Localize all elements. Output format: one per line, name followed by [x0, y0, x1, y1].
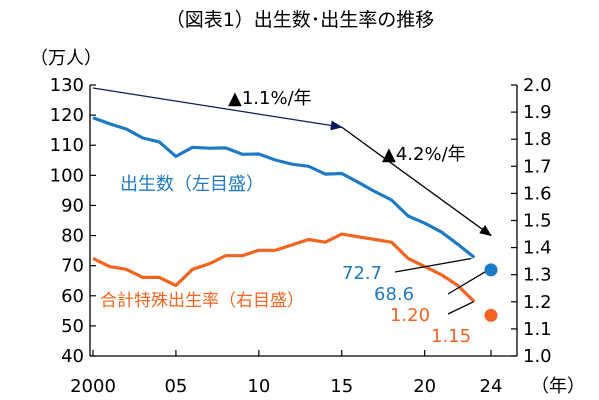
- x-tick-label: 05: [164, 376, 187, 397]
- x-tick-label: 24: [480, 376, 503, 397]
- left-tick-label: 50: [61, 316, 84, 337]
- right-tick-label: 1.4: [523, 238, 552, 259]
- left-tick-label: 120: [50, 105, 84, 126]
- x-tick-label: 15: [330, 376, 353, 397]
- left-axis-unit-label: （万人）: [30, 48, 102, 69]
- chart-title: （図表1）出生数･出生率の推移: [166, 9, 435, 31]
- right-tick-label: 1.2: [523, 292, 552, 313]
- left-tick-label: 70: [61, 256, 84, 277]
- trend-label-1: ▲1.1%/年: [228, 88, 312, 109]
- left-tick-label: 130: [50, 75, 84, 96]
- right-tick-label: 2.0: [523, 75, 552, 96]
- fertility-rate-2024-point: [484, 308, 498, 322]
- fertility-rate-series-line: [92, 232, 476, 303]
- x-axis-unit-label: （年）: [531, 376, 585, 397]
- x-tick-label: 10: [247, 376, 270, 397]
- left-tick-label: 110: [50, 135, 84, 156]
- right-tick-label: 1.9: [523, 102, 552, 123]
- left-tick-label: 90: [61, 195, 84, 216]
- left-axis-ticks: 130 120 110 100 90 80 70 60 50 40: [50, 75, 96, 367]
- births-2024-point: [484, 263, 498, 277]
- right-tick-label: 1.5: [523, 211, 552, 232]
- value-label-1-20: 1.20: [390, 305, 430, 326]
- right-tick-label: 1.0: [523, 346, 552, 367]
- births-series-line: [92, 116, 476, 259]
- right-tick-label: 1.6: [523, 183, 552, 204]
- value-label-1-15: 1.15: [431, 326, 471, 347]
- left-tick-label: 40: [61, 346, 84, 367]
- births-2024-leader-line: [447, 271, 486, 295]
- right-tick-label: 1.1: [523, 319, 552, 340]
- right-tick-label: 1.3: [523, 265, 552, 286]
- left-tick-label: 80: [61, 226, 84, 247]
- births-2023-leader-line: [394, 257, 472, 273]
- trend-label-2: ▲4.2%/年: [382, 144, 466, 165]
- x-tick-label: 20: [413, 376, 436, 397]
- births-series-label: 出生数（左目盛）: [120, 174, 264, 195]
- trend-arrows: ▲1.1%/年 ▲4.2%/年: [92, 87, 492, 237]
- right-tick-label: 1.8: [523, 129, 552, 150]
- right-axis-ticks: 2.0 1.9 1.8 1.7 1.6 1.5 1.4 1.3 1.2 1.1 1.0: [511, 75, 552, 367]
- x-axis-ticks: 2000 05 10 15 20 24: [70, 350, 502, 397]
- value-label-68-6: 68.6: [374, 284, 414, 305]
- trend-arrow-2: [341, 126, 492, 237]
- x-tick-label: 2000: [70, 376, 116, 397]
- trend-arrow-1: [92, 87, 343, 131]
- fertility-rate-2023-leader-line: [447, 301, 474, 315]
- fertility-rate-series-label: 合計特殊出生率（右目盛）: [100, 291, 304, 311]
- left-tick-label: 60: [61, 286, 84, 307]
- left-tick-label: 100: [50, 165, 84, 186]
- value-label-72-7: 72.7: [342, 263, 382, 284]
- right-tick-label: 1.7: [523, 156, 552, 177]
